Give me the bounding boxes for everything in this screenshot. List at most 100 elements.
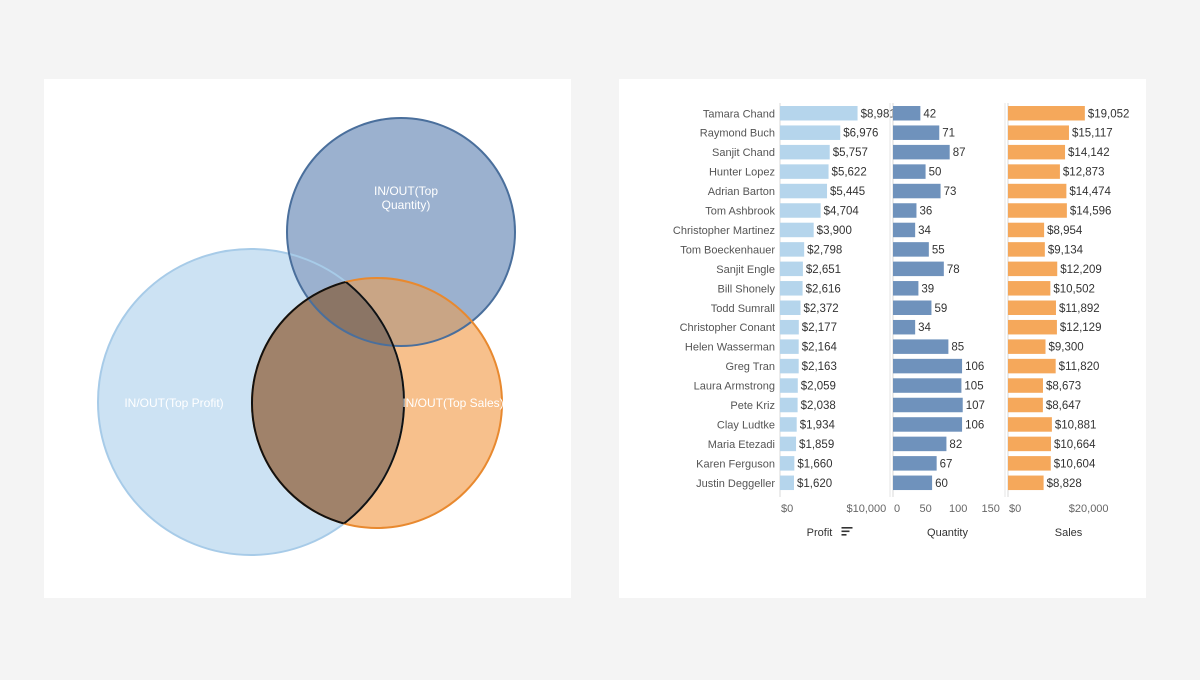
profit-bar[interactable] <box>780 144 830 160</box>
sales-bar[interactable] <box>1008 125 1069 140</box>
sales-value-label: $8,647 <box>1046 400 1081 412</box>
sales-bar[interactable] <box>1008 203 1067 218</box>
profit-bar[interactable] <box>780 125 841 140</box>
profit-value-label: $5,622 <box>832 167 867 179</box>
quantity-bar[interactable] <box>893 397 963 413</box>
profit-bar[interactable] <box>780 183 828 199</box>
sales-value-label: $9,134 <box>1048 244 1084 256</box>
category-label: Christopher Conant <box>680 322 775 334</box>
quantity-bar[interactable] <box>893 242 929 257</box>
sales-bar[interactable] <box>1008 261 1058 277</box>
venn-diagram: IN/OUT(Top Profit) IN/OUT(Top Quantity) IN/… <box>97 117 516 556</box>
profit-bar[interactable] <box>780 417 797 432</box>
quantity-value-label: 67 <box>940 458 953 470</box>
quantity-tick-label: 50 <box>919 503 931 515</box>
venn-diagram-panel: IN/OUT(Top Profit) IN/OUT(Top Quantity) IN/… <box>44 79 571 598</box>
quantity-bar[interactable] <box>893 203 917 218</box>
quantity-bar[interactable] <box>893 358 963 374</box>
venn-quantity-outline <box>286 117 516 347</box>
sales-bar[interactable] <box>1008 417 1052 432</box>
profit-bar[interactable] <box>780 397 798 413</box>
quantity-value-label: 106 <box>965 361 984 373</box>
quantity-value-label: 34 <box>918 225 931 237</box>
quantity-bar[interactable] <box>893 281 919 296</box>
profit-bar[interactable] <box>780 242 805 257</box>
sales-value-label: $10,502 <box>1053 283 1095 295</box>
quantity-bar[interactable] <box>893 261 944 277</box>
profit-value-label: $2,372 <box>803 303 838 315</box>
quantity-tick-label: 100 <box>949 503 967 515</box>
sales-bar[interactable] <box>1008 106 1085 121</box>
sales-bar[interactable] <box>1008 183 1067 199</box>
quantity-bar[interactable] <box>893 417 963 432</box>
category-label: Tom Boeckenhauer <box>680 244 775 256</box>
sales-bar[interactable] <box>1008 358 1056 374</box>
sales-bar[interactable] <box>1008 319 1057 335</box>
sales-bar[interactable] <box>1008 456 1051 471</box>
profit-bar[interactable] <box>780 475 794 491</box>
category-label: Laura Armstrong <box>694 381 775 393</box>
profit-tick-label: $0 <box>781 503 793 515</box>
venn-overlap-profit-sales[interactable] <box>252 278 502 528</box>
category-label: Karen Ferguson <box>696 458 775 470</box>
category-label: Adrian Barton <box>708 186 775 198</box>
quantity-bar[interactable] <box>893 144 950 160</box>
profit-value-label: $5,445 <box>830 186 865 198</box>
profit-value-label: $4,704 <box>824 206 860 218</box>
profit-bar[interactable] <box>780 300 801 316</box>
quantity-bar[interactable] <box>893 125 940 140</box>
quantity-bar[interactable] <box>893 222 916 238</box>
profit-bar[interactable] <box>780 203 821 218</box>
quantity-value-label: 107 <box>966 400 985 412</box>
quantity-bar[interactable] <box>893 475 933 491</box>
profit-bar[interactable] <box>780 281 803 296</box>
sales-bar[interactable] <box>1008 475 1044 491</box>
profit-bar[interactable] <box>780 436 797 452</box>
profit-value-label: $2,177 <box>802 322 837 334</box>
quantity-bar[interactable] <box>893 183 941 199</box>
sales-value-label: $9,300 <box>1049 342 1084 354</box>
sales-bar[interactable] <box>1008 378 1043 393</box>
quantity-bar[interactable] <box>893 106 921 121</box>
venn-profit-label: IN/OUT(Top Profit) <box>124 396 223 410</box>
sales-bar[interactable] <box>1008 339 1046 354</box>
profit-bar[interactable] <box>780 456 795 471</box>
category-label: Sanjit Chand <box>712 147 775 159</box>
quantity-bar[interactable] <box>893 456 937 471</box>
sales-value-label: $8,828 <box>1047 478 1082 490</box>
profit-value-label: $1,934 <box>800 419 836 431</box>
profit-bar[interactable] <box>780 222 814 238</box>
profit-bar[interactable] <box>780 106 858 121</box>
profit-bar[interactable] <box>780 339 799 354</box>
sales-bar[interactable] <box>1008 222 1045 238</box>
sales-bar[interactable] <box>1008 436 1052 452</box>
quantity-bar[interactable] <box>893 436 947 452</box>
quantity-value-label: 34 <box>918 322 931 334</box>
profit-bar[interactable] <box>780 164 829 179</box>
sales-bar[interactable] <box>1008 281 1051 296</box>
sales-bar[interactable] <box>1008 300 1056 316</box>
sales-value-label: $15,117 <box>1072 128 1113 140</box>
sort-descending-icon[interactable] <box>841 527 853 536</box>
sales-value-label: $14,142 <box>1068 147 1110 159</box>
quantity-value-label: 39 <box>921 283 934 295</box>
profit-bar[interactable] <box>780 378 798 393</box>
quantity-bar[interactable] <box>893 339 949 354</box>
category-label: Raymond Buch <box>700 128 775 140</box>
sales-bar[interactable] <box>1008 397 1043 413</box>
sales-bar[interactable] <box>1008 242 1045 257</box>
quantity-value-label: 85 <box>951 342 964 354</box>
sales-bar[interactable] <box>1008 164 1060 179</box>
quantity-bar[interactable] <box>893 319 916 335</box>
profit-bar[interactable] <box>780 319 799 335</box>
sales-bar[interactable] <box>1008 144 1066 160</box>
profit-bar[interactable] <box>780 261 803 277</box>
quantity-tick-label: 0 <box>894 503 900 515</box>
profit-value-label: $8,981 <box>861 108 896 120</box>
quantity-bar[interactable] <box>893 164 926 179</box>
sales-tick-label: $20,000 <box>1069 503 1109 515</box>
quantity-bar[interactable] <box>893 378 962 393</box>
quantity-value-label: 60 <box>935 478 948 490</box>
profit-bar[interactable] <box>780 358 799 374</box>
quantity-bar[interactable] <box>893 300 932 316</box>
